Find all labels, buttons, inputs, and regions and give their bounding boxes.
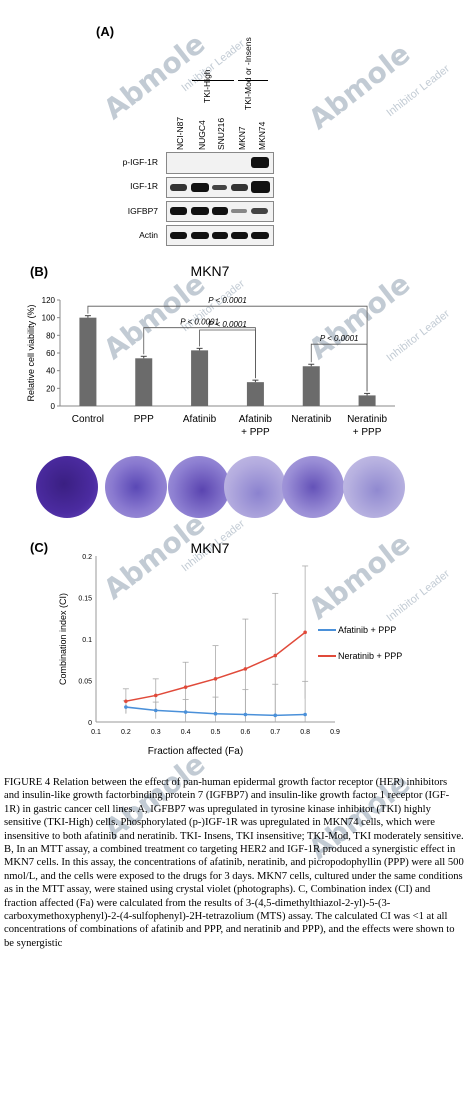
p-value-label: P < 0.0001 [180, 318, 219, 327]
y-tick-label: 0.15 [78, 596, 92, 603]
y-tick-label: 0 [88, 720, 92, 727]
x-tick-label: 0.1 [91, 729, 101, 736]
group-mod-label: TKI-Mod or -Insens [243, 37, 253, 110]
blot-row-label: IGF-1R [130, 181, 158, 191]
data-point [124, 705, 128, 709]
y-tick-label: 100 [42, 314, 56, 323]
data-point [243, 712, 248, 717]
panel-b-label: (B) [30, 264, 49, 279]
x-tick-label: Afatinib [239, 414, 273, 425]
bar [79, 317, 97, 406]
crystal-violet-dish-afatinib [168, 456, 230, 518]
data-point [183, 710, 188, 714]
x-tick-label: Afatinib [183, 414, 217, 425]
data-point [213, 677, 218, 681]
lane-label: NUGC4 [197, 120, 207, 150]
chart-title: MKN7 [191, 263, 230, 279]
y-tick-label: 120 [42, 296, 56, 305]
x-tick-label: Control [72, 414, 104, 425]
bar [191, 350, 209, 406]
data-point [303, 630, 307, 635]
significance-bracket [87, 305, 368, 392]
y-tick-label: 0 [51, 402, 56, 411]
blot-row-label: p-IGF-1R [122, 157, 158, 167]
panel-c-label: (C) [30, 540, 49, 555]
x-tick-label: 0.5 [211, 729, 221, 736]
y-tick-label: 0.1 [82, 637, 92, 644]
y-axis-label: Relative cell viability (%) [26, 304, 36, 401]
blot-actin [166, 225, 274, 246]
x-tick-label: + PPP [353, 427, 382, 438]
group-high-bracket [192, 80, 234, 81]
data-point [273, 713, 278, 718]
x-tick-label: 0.7 [270, 729, 280, 736]
crystal-violet-dish-neratinib [282, 456, 344, 518]
x-tick-label: PPP [134, 414, 154, 425]
lane-label: NCI-N87 [175, 116, 185, 150]
data-point [153, 693, 158, 698]
crystal-violet-dish-afatinib-ppp [224, 456, 286, 518]
y-tick-label: 0.2 [82, 554, 92, 561]
bar-chart-cell-viability: MKN7 Relative cell viability (%) 0 20 40 60 80… [26, 263, 395, 438]
data-point [243, 667, 248, 671]
blot-igf1r [166, 177, 274, 198]
y-tick-label: 20 [46, 384, 55, 393]
y-axis-label: Combination index (CI) [58, 593, 68, 685]
p-value-label: P < 0.0001 [208, 296, 247, 305]
blot-igfbp7 [166, 201, 274, 222]
watermark-logo: Abmole [302, 36, 417, 137]
significance-bracket [310, 343, 368, 392]
y-tick-label: 40 [46, 367, 55, 376]
bar [135, 358, 153, 406]
blot-p-igf1r [166, 152, 274, 174]
group-mod-bracket [238, 80, 268, 81]
crystal-violet-dish-ppp [105, 456, 167, 518]
blot-row-label: IGFBP7 [127, 206, 158, 216]
p-value-label: P < 0.0001 [208, 320, 247, 329]
x-tick-label: Neratinib [291, 414, 331, 425]
lane-label: MKN74 [257, 121, 267, 150]
data-point [124, 699, 128, 704]
figure-caption: FIGURE 4 Relation between the effect of … [4, 777, 464, 949]
legend-label: Afatinib + PPP [338, 625, 396, 635]
y-tick-label: 0.05 [78, 679, 92, 686]
x-tick-label: Neratinib [347, 414, 387, 425]
x-tick-label: 0.3 [151, 729, 161, 736]
lane-label: MKN7 [237, 126, 247, 150]
significance-bracket [199, 329, 256, 379]
blot-row-label: Actin [139, 230, 158, 240]
y-tick-label: 80 [46, 331, 55, 340]
line-chart-combination-index: MKN7 Combination index (CI) Fraction affec… [58, 540, 402, 757]
p-value-label: P < 0.0001 [320, 334, 359, 343]
y-tick-label: 60 [46, 349, 55, 358]
bar [358, 395, 376, 406]
x-tick-label: 0.8 [300, 729, 310, 736]
panel-a-label: (A) [96, 24, 115, 39]
x-tick-label: 0.4 [181, 729, 191, 736]
x-tick-label: 0.9 [330, 729, 340, 736]
data-point [153, 708, 158, 713]
chart-title: MKN7 [191, 540, 230, 556]
lane-label: SNU216 [216, 117, 226, 150]
x-tick-label: 0.6 [241, 729, 251, 736]
data-point [273, 653, 278, 658]
legend-label: Neratinib + PPP [338, 651, 402, 661]
group-high-label: TKI-High [202, 69, 212, 103]
crystal-violet-dish-control [36, 456, 98, 518]
x-axis-label: Fraction affected (Fa) [148, 746, 243, 757]
bar [302, 366, 320, 406]
data-point [213, 711, 218, 716]
bar [246, 382, 264, 406]
crystal-violet-dish-neratinib-ppp [343, 456, 405, 518]
data-point [183, 685, 188, 689]
x-tick-label: 0.2 [121, 729, 131, 736]
x-tick-label: + PPP [241, 427, 270, 438]
data-point [303, 712, 307, 717]
